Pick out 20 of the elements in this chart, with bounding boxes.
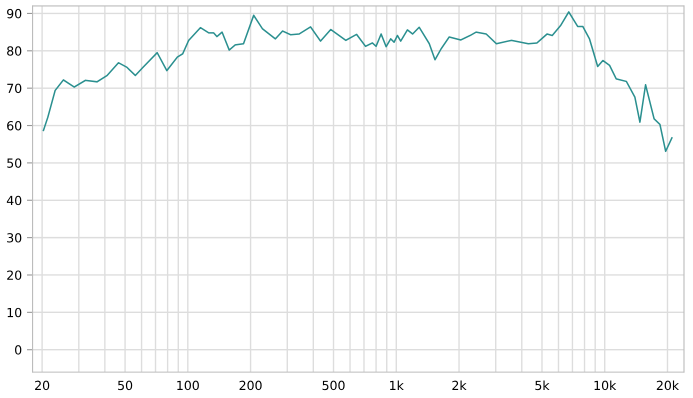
x-tick-label: 20 — [35, 380, 50, 390]
x-tick-label: 50 — [118, 380, 132, 390]
y-tick-label: 0 — [15, 345, 22, 355]
y-tick-label: 20 — [7, 270, 22, 280]
y-tick-label: 60 — [7, 121, 22, 130]
y-tick-label: 90 — [7, 8, 22, 18]
x-tick-label: 100 — [177, 380, 199, 390]
y-tick-label: 80 — [7, 46, 22, 56]
x-tick-label: 10k — [594, 380, 616, 390]
x-tick-label: 200 — [240, 380, 262, 390]
y-tick-label: 70 — [7, 84, 22, 94]
x-tick-label: 5k — [535, 380, 550, 390]
x-tick-label: 20k — [656, 380, 680, 390]
y-tick-label: 30 — [7, 233, 22, 243]
y-tick-label: 40 — [6, 196, 22, 206]
y-tick-label: 50 — [7, 158, 22, 168]
x-tick-label: 500 — [322, 380, 345, 390]
y-tick-label: 10 — [8, 308, 22, 318]
x-tick-label: 2k — [452, 380, 467, 390]
x-tick-label: 1k — [390, 380, 404, 390]
